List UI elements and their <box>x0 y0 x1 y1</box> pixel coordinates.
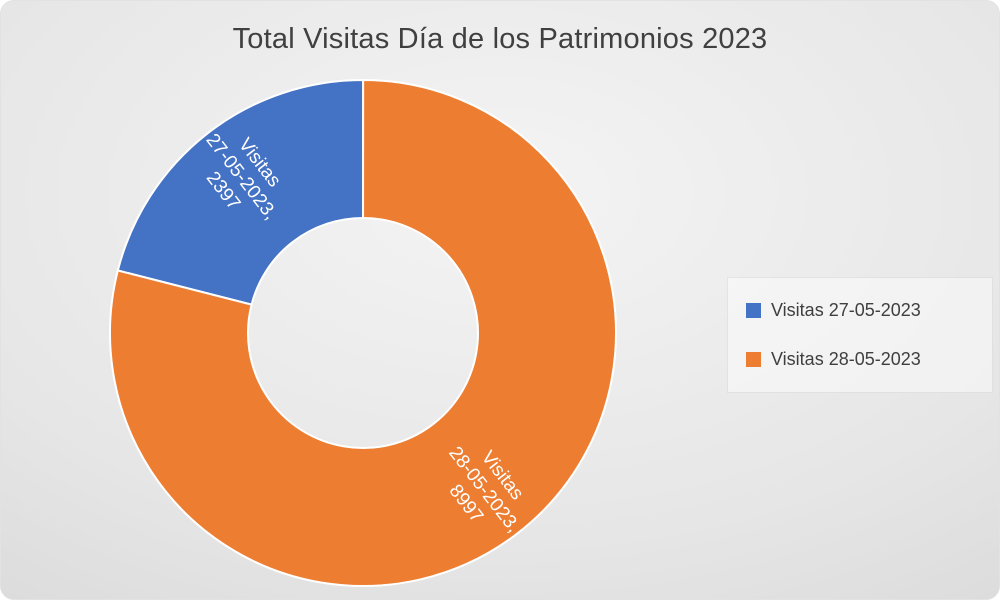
legend-swatch-blue <box>746 303 761 318</box>
chart-legend: Visitas 27-05-2023 Visitas 28-05-2023 <box>727 277 993 393</box>
legend-item: Visitas 27-05-2023 <box>746 300 974 321</box>
pie-slice-1 <box>109 79 617 587</box>
legend-swatch-orange <box>746 352 761 367</box>
chart-title: Total Visitas Día de los Patrimonios 202… <box>232 23 768 55</box>
legend-label: Visitas 28-05-2023 <box>771 349 921 369</box>
legend-item: Visitas 28-05-2023 <box>746 349 974 370</box>
legend-label: Visitas 27-05-2023 <box>771 300 921 320</box>
pie-slice-0 <box>116 79 365 306</box>
